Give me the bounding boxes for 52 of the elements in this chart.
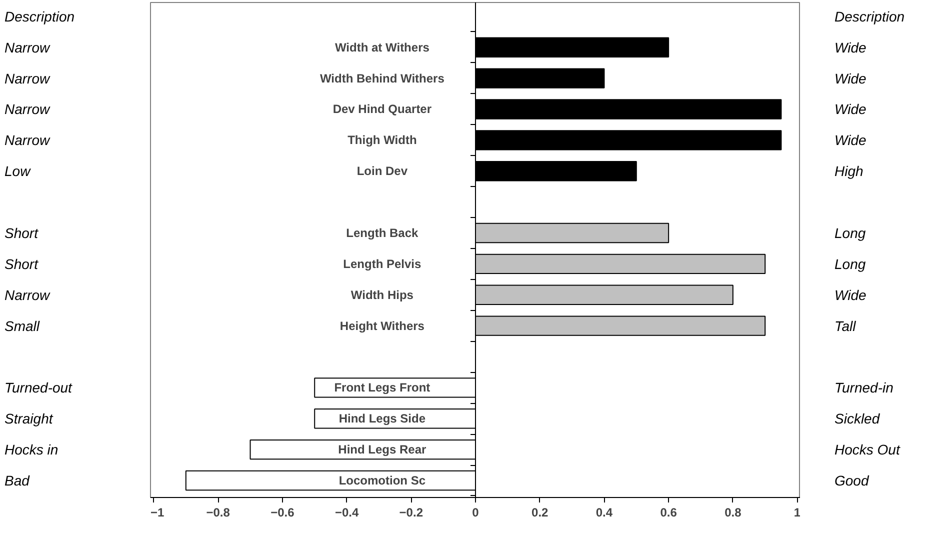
text: Good — [834, 472, 870, 488]
text: Description — [4, 8, 75, 24]
y-tick-label: Thigh Width — [348, 133, 417, 148]
text: Wide — [834, 132, 866, 148]
x-tick-label: 1 — [794, 506, 801, 520]
y-tick-label: Hind Legs Side — [338, 412, 426, 426]
x-tick-label: −0.2 — [399, 506, 424, 520]
y-tick-label: Width at Withers — [334, 40, 430, 54]
x-tick-label: −0.6 — [270, 506, 295, 520]
text: Turned-in — [834, 380, 894, 396]
text: Narrow — [4, 286, 51, 303]
text: Narrow — [4, 101, 51, 118]
y-tick-label: Hind Legs Rear — [338, 442, 427, 457]
text: Hocks Out — [834, 442, 901, 458]
text: Short — [4, 224, 40, 241]
y-tick-label: Height Withers — [340, 318, 425, 333]
y-tick-label: Width Behind Withers — [320, 71, 445, 86]
y-tick-label: Locomotion Sc — [338, 473, 426, 488]
text: Narrow — [4, 39, 51, 56]
text: Small — [4, 318, 40, 334]
x-tick-label: −1 — [150, 506, 165, 520]
y-tick-label: Width Hips — [350, 288, 414, 302]
y-tick-label: Front Legs Front — [334, 380, 430, 395]
text: Long — [834, 224, 866, 241]
x-tick-label: −0.4 — [334, 506, 359, 520]
x-tick-label: 0.8 — [724, 506, 742, 520]
y-tick-label: Dev Hind Quarter — [332, 102, 432, 116]
text: Narrow — [4, 70, 51, 86]
text: Straight — [4, 410, 54, 427]
text: Description — [834, 8, 905, 24]
x-tick-label: 0.2 — [532, 506, 549, 520]
text: Low — [4, 163, 32, 180]
text: Tall — [834, 318, 857, 334]
text: Short — [4, 256, 40, 272]
text: Sickled — [834, 410, 881, 427]
x-tick-label: −0.8 — [206, 506, 230, 520]
text: Wide — [834, 286, 866, 303]
y-tick-label: Length Pelvis — [343, 256, 422, 271]
x-tick-label: 0.4 — [596, 506, 613, 520]
text: Wide — [834, 101, 866, 118]
y-tick-label: Length Back — [346, 226, 419, 240]
y-tick-label: Loin Dev — [356, 164, 408, 178]
x-tick-label: 0 — [472, 506, 480, 520]
text: Wide — [834, 70, 866, 86]
text: Hocks in — [4, 442, 58, 458]
text: Long — [834, 256, 866, 272]
text: High — [834, 163, 864, 180]
x-tick-label: 0.6 — [660, 506, 678, 520]
text: Narrow — [4, 132, 51, 148]
text: Wide — [834, 39, 866, 56]
text: Bad — [4, 472, 31, 488]
text: Turned-out — [4, 380, 74, 396]
